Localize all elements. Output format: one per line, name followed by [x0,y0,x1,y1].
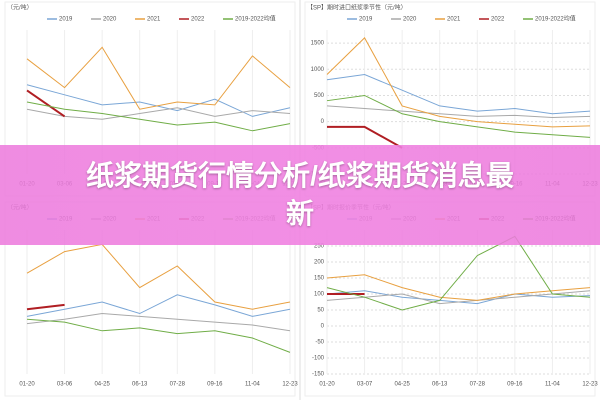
legend-label: 2020 [103,17,117,23]
series-line [327,125,403,149]
series-line [26,294,291,317]
x-tick-label: 04-25 [94,382,110,388]
series-line [26,318,291,353]
legend-label: 2022 [491,17,505,23]
series-line [26,107,291,120]
series-line [326,94,591,138]
y-tick-label: -50 [315,340,324,346]
legend-label: 2021 [447,17,461,23]
x-tick-label: 09-16 [207,382,223,388]
x-tick-label: 03-07 [357,382,373,388]
legend-label: 2019-2022均值 [235,15,276,23]
y-tick-label: -150 [312,372,325,378]
y-tick-label: 50 [317,308,324,314]
x-tick-label: 01-20 [319,382,335,388]
x-tick-label: 11-04 [545,382,561,388]
legend-label: 2019 [359,17,373,23]
legend-label: 2019 [59,17,73,23]
x-tick-label: 04-25 [394,382,410,388]
series-line [26,313,291,332]
series-line [326,73,591,115]
banner: 纸浆期货行情分析/纸浆期货消息最新 [0,145,600,245]
y-tick-label: 150 [314,276,325,282]
y-tick-label: 100 [314,292,325,298]
x-tick-label: 03-06 [57,382,73,388]
legend-label: 2019-2022均值 [535,15,576,23]
series-line [26,89,66,118]
x-tick-label: 07-28 [170,382,186,388]
series-line [26,46,291,110]
series-line [326,105,591,118]
x-tick-label: 06-13 [432,382,448,388]
series-line [26,101,291,132]
x-tick-label: 11-04 [245,382,261,388]
y-tick-label: 200 [314,260,325,266]
series-line [326,274,591,301]
x-tick-label: 12-23 [582,382,598,388]
y-tick-label: 0 [321,119,325,125]
y-tick-label: 500 [314,93,325,99]
y-tick-label: 1000 [311,67,325,73]
x-tick-label: 12-23 [282,382,298,388]
x-tick-label: 01-20 [19,382,35,388]
series-line [326,37,591,128]
series-line [326,290,591,305]
x-tick-label: 06-13 [132,382,148,388]
banner-title: 纸浆期货行情分析/纸浆期货消息最新 [86,160,514,229]
y-tick-label: 0 [321,324,325,330]
series-line [26,243,291,310]
legend-label: 2020 [403,17,417,23]
x-tick-label: 09-16 [507,382,523,388]
y-tick-label: -100 [312,356,325,362]
legend-label: 2022 [191,17,205,23]
legend-label: 2021 [147,17,161,23]
y-tick-label: 1500 [311,41,325,47]
series-line [26,303,65,311]
series-line [26,84,291,117]
chart-title: （元/吨） [7,4,33,12]
chart-title: 【SP】期时进口纸浆季节性（元/吨） [307,4,407,12]
y-tick-label: 250 [314,244,325,250]
series-line [326,235,591,311]
x-tick-label: 07-28 [470,382,486,388]
